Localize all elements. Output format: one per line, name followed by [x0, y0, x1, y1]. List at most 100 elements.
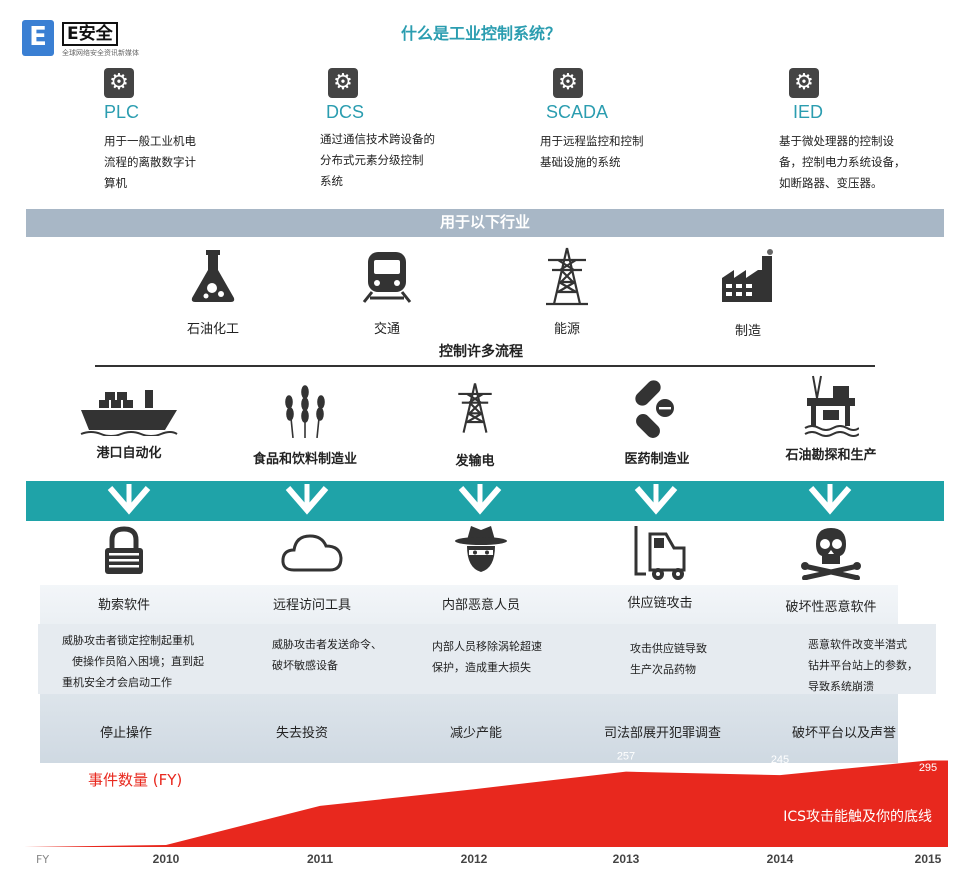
logo-tagline: 全球网络安全资讯新媒体 [62, 49, 139, 57]
threat-supply-chain: 供应链攻击 [580, 524, 740, 611]
incident-chart: 140 197 257 245 295 2010 2011 2012 2013 2014 2015… [24, 751, 948, 866]
system-scada: ⚙ SCADA 用于远程监控和控制 基础设施的系统 [540, 68, 726, 173]
threat-desc: 内部人员移除涡轮超速 保护，造成重大损失 [432, 636, 542, 678]
threat-desc: 攻击供应链导致 生产次品药物 [630, 638, 707, 680]
industry-transport: 交通 [332, 248, 442, 337]
industries-band: 用于以下行业 [26, 209, 944, 237]
industry-petrochemical: 石油化工 [158, 248, 268, 337]
desc-line: 威胁攻击者锁定控制起重机 [62, 634, 194, 647]
forklift-icon [634, 526, 686, 580]
wheat-icon [285, 385, 325, 438]
process-port: 港口自动化 [54, 386, 204, 461]
desc-line: 备，控制电力系统设备， [779, 155, 906, 169]
gear-icon: ⚙ [553, 68, 583, 98]
process-label: 医药制造业 [624, 452, 690, 467]
desc-line: 流程的离散数字计 [104, 155, 196, 169]
arrow-down-icon [808, 484, 852, 515]
system-name: DCS [326, 102, 365, 122]
system-desc: 基于微处理器的控制设 备，控制电力系统设备， 如断路器、变压器。 [779, 131, 959, 194]
threat-ransomware: 勒索软件 [44, 526, 204, 613]
threat-label: 勒索软件 [97, 598, 150, 613]
oil-rig-icon [804, 375, 859, 437]
logo-e-icon: E [22, 20, 54, 56]
process-label: 石油勘探和生产 [785, 448, 877, 463]
threat-insider: 内部恶意人员 [401, 524, 561, 613]
skull-icon [801, 528, 861, 580]
system-name: IED [793, 102, 824, 122]
threat-desc: 恶意软件改变半潜式 钻井平台站上的参数， 导致系统崩溃 [808, 634, 918, 697]
system-ied: ⚙ IED 基于微处理器的控制设 备，控制电力系统设备， 如断路器、变压器。 [779, 68, 959, 194]
system-name: SCADA [546, 102, 609, 122]
impact-label: 破坏平台以及声誉 [792, 726, 897, 741]
lock-icon [105, 526, 143, 574]
system-name: PLC [104, 102, 140, 122]
chart-title: 事件数量 (FY) [88, 771, 182, 789]
desc-line: 用于一般工业机电 [104, 134, 196, 148]
industry-label: 能源 [553, 322, 580, 337]
desc-line: 重机安全才会启动工作 [62, 676, 172, 689]
process-label: 发输电 [455, 454, 495, 469]
desc-line: 导致系统崩溃 [808, 680, 874, 693]
flask-icon [191, 250, 235, 302]
threat-label: 远程访问工具 [272, 598, 351, 613]
industry-label: 交通 [373, 322, 400, 337]
system-desc: 通过通信技术跨设备的 分布式元素分级控制 系统 [320, 129, 506, 192]
system-desc: 用于一般工业机电 流程的离散数字计 算机 [104, 131, 284, 194]
ship-icon [80, 390, 178, 436]
threat-label: 供应链攻击 [627, 596, 693, 611]
spy-icon [455, 526, 507, 572]
desc-line: 生产次品药物 [630, 663, 696, 676]
impact-label: 失去投资 [276, 726, 329, 741]
desc-line: 保护，造成重大损失 [432, 661, 531, 674]
industry-label: 制造 [734, 324, 761, 339]
x-tick-label: 2011 [307, 852, 333, 866]
system-plc: ⚙ PLC 用于一般工业机电 流程的离散数字计 算机 [104, 68, 284, 194]
data-label: 140 [311, 785, 329, 797]
desc-line: 系统 [320, 174, 343, 188]
pills-icon [635, 380, 674, 438]
logo: E E安全 全球网络安全资讯新媒体 [22, 20, 142, 62]
desc-line: 基于微处理器的控制设 [779, 134, 894, 148]
system-dcs: ⚙ DCS 通过通信技术跨设备的 分布式元素分级控制 系统 [320, 68, 506, 192]
process-label: 食品和饮料制造业 [252, 452, 357, 467]
threat-rat: 远程访问工具 [232, 528, 392, 613]
desc-line: 如断路器、变压器。 [779, 176, 883, 190]
industry-energy: 能源 [512, 246, 622, 337]
x-tick-label: 2015 [915, 852, 942, 866]
process-oil: 石油勘探和生产 [756, 374, 906, 463]
arrow-down-icon [107, 484, 151, 515]
cloud-icon [281, 534, 343, 572]
threat-label: 内部恶意人员 [441, 598, 520, 613]
x-tick-label: 2012 [461, 852, 488, 866]
impact-label: 减少产能 [450, 726, 503, 741]
process-power: 发输电 [400, 378, 550, 469]
arrow-down-icon [285, 484, 329, 515]
gear-icon: ⚙ [104, 68, 134, 98]
incident-area [24, 760, 948, 847]
data-label: 197 [465, 768, 483, 780]
threat-desc: 威胁攻击者锁定控制起重机 使操作员陷入困境；直到起 重机安全才会启动工作 [62, 630, 204, 693]
x-tick-label: 2010 [153, 852, 180, 866]
impact-label: 停止操作 [100, 726, 153, 741]
gear-icon: ⚙ [789, 68, 819, 98]
threat-label: 破坏性恶意软件 [785, 600, 877, 615]
desc-line: 钻井平台站上的参数， [808, 659, 918, 672]
x-tick-label: 2013 [613, 852, 640, 866]
page-title: 什么是工业控制系统？ [400, 24, 561, 43]
x-tick-label: 2014 [767, 852, 794, 866]
gear-icon: ⚙ [328, 68, 358, 98]
desc-line: 攻击供应链导致 [630, 642, 707, 655]
power-tower-icon [458, 383, 492, 433]
desc-line: 算机 [104, 176, 127, 190]
process-title: 控制许多流程 [439, 344, 523, 360]
desc-line: 分布式元素分级控制 [320, 153, 424, 167]
process-food: 食品和饮料制造业 [230, 378, 380, 467]
arrow-down-icon [458, 484, 502, 515]
threat-desc-band [38, 624, 936, 694]
industry-label: 石油化工 [186, 322, 239, 337]
desc-line: 使操作员陷入困境；直到起 [72, 655, 204, 668]
desc-line: 威胁攻击者发送命令、 [272, 638, 382, 651]
system-desc: 用于远程监控和控制 基础设施的系统 [540, 131, 726, 173]
arrow-down-icon [634, 484, 678, 515]
process-label: 港口自动化 [96, 446, 162, 461]
